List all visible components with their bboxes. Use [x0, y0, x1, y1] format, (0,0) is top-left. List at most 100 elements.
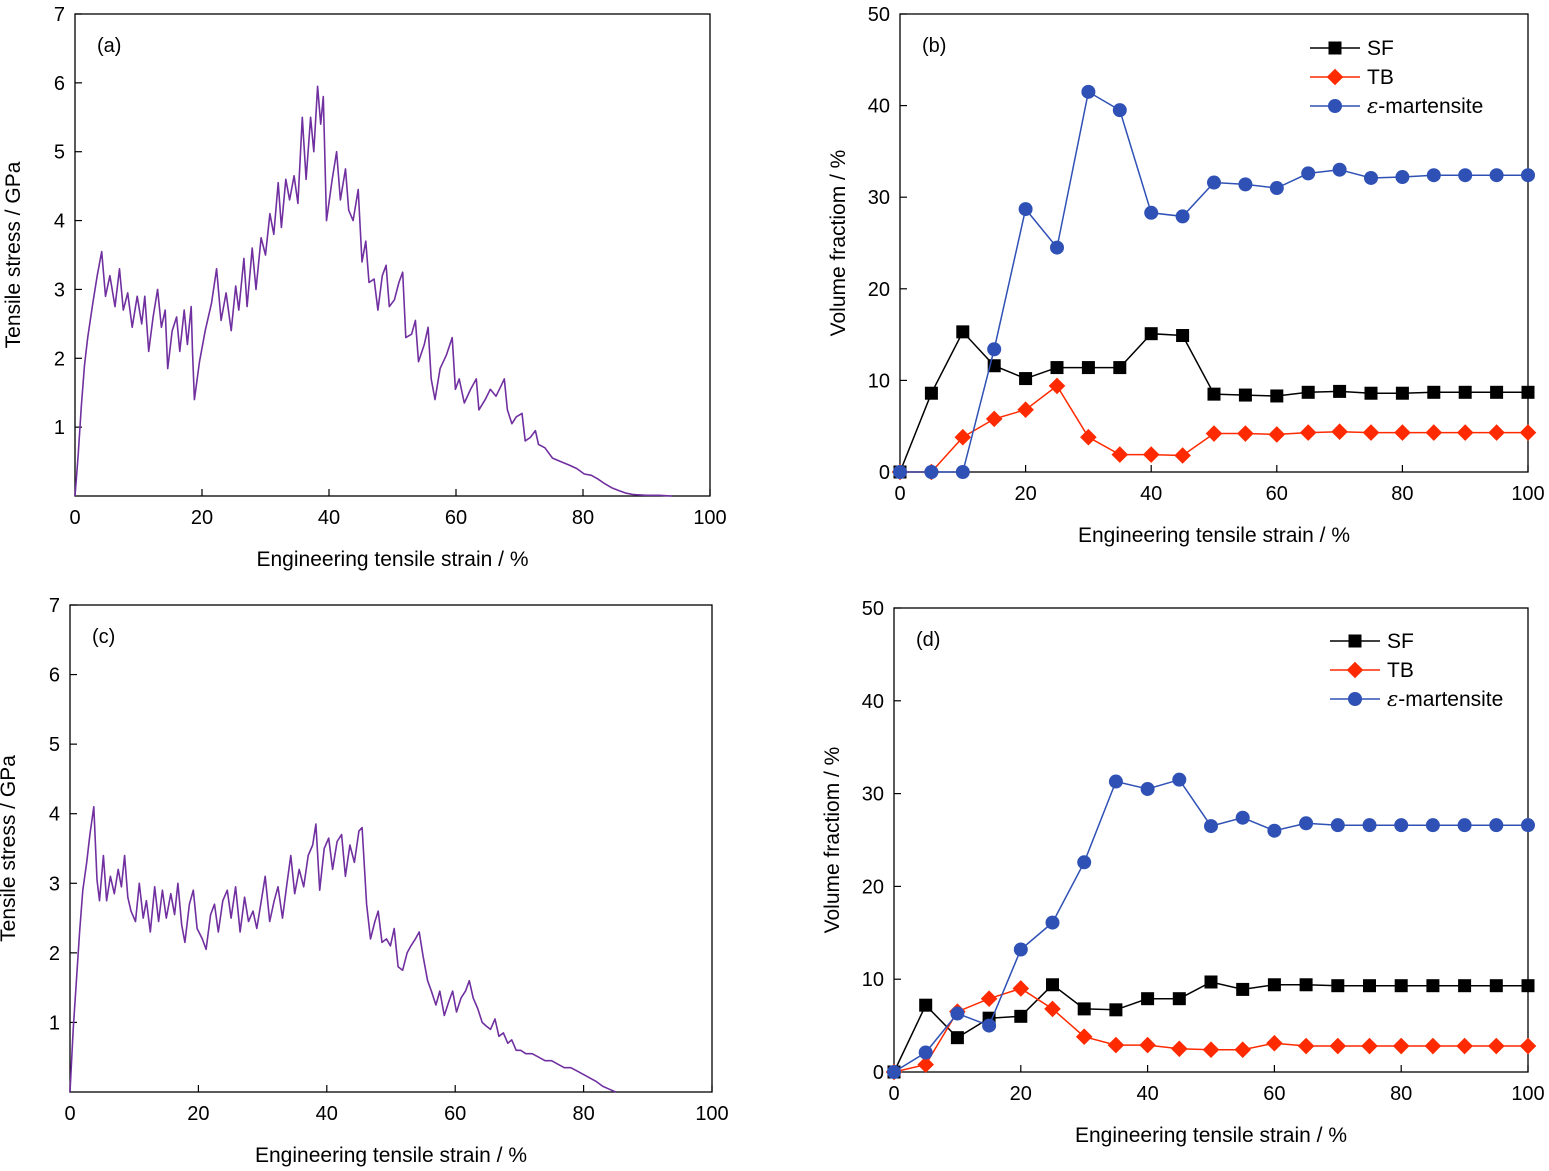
stress-strain-line — [74, 85, 672, 497]
legend-label: ε-martensite — [1387, 687, 1503, 711]
y-tick-label: 1 — [54, 417, 65, 439]
y-tick-label: 0 — [873, 1062, 884, 1084]
data-point — [1394, 424, 1411, 441]
x-tick-label: 60 — [445, 507, 467, 529]
data-point — [1519, 1037, 1537, 1055]
x-axis-label: Engineering tensile strain / % — [255, 1144, 527, 1167]
data-point — [1207, 175, 1221, 190]
data-point — [1267, 978, 1281, 992]
chart-b: 0 20 40 60 80 100 0 10 20 30 40 50 Engineering tensi… — [827, 4, 1545, 547]
data-point — [1046, 978, 1059, 992]
data-point — [1270, 389, 1284, 403]
data-point — [1044, 1000, 1061, 1018]
data-point — [1144, 205, 1159, 220]
data-point — [1141, 992, 1155, 1006]
data-point — [924, 386, 938, 400]
series-1 — [885, 980, 1537, 1081]
data-point — [1392, 1037, 1410, 1055]
data-point — [950, 1006, 965, 1021]
data-point — [1299, 816, 1314, 831]
y-tick-label: 4 — [54, 211, 65, 233]
x-tick-label: 0 — [64, 1103, 75, 1125]
x-tick-label: 80 — [572, 1103, 594, 1125]
data-point — [987, 342, 1002, 357]
y-tick-label: 50 — [862, 598, 884, 620]
legend-label: SF — [1387, 630, 1414, 653]
data-point — [1050, 361, 1064, 375]
data-point — [1394, 979, 1408, 993]
data-point — [1458, 979, 1472, 993]
data-point — [1050, 240, 1064, 255]
data-point — [1108, 774, 1123, 789]
y-tick-label: 20 — [862, 876, 884, 898]
data-point — [1425, 818, 1440, 833]
data-point — [955, 465, 970, 479]
y-tick-label: 10 — [868, 370, 890, 392]
legend-name: -martensite — [1398, 688, 1503, 711]
y-tick-label: 5 — [54, 142, 65, 164]
series-2 — [887, 772, 1535, 1079]
panel-label: (b) — [922, 35, 946, 57]
data-point — [1490, 385, 1504, 399]
data-point — [918, 1045, 933, 1060]
data-point — [1266, 1034, 1283, 1052]
data-point — [1394, 818, 1409, 833]
panel-label: (c) — [92, 626, 115, 648]
legend-item: ε-martensite — [1310, 94, 1483, 118]
data-point — [1395, 386, 1409, 400]
legend-marker — [1348, 692, 1362, 706]
data-point — [1174, 447, 1191, 464]
data-point — [1268, 426, 1286, 443]
data-point — [1329, 1037, 1347, 1055]
y-tick-label: 7 — [54, 4, 65, 26]
data-point — [1081, 361, 1095, 375]
data-point — [1456, 424, 1474, 441]
data-point — [1362, 818, 1377, 833]
legend-marker — [1326, 68, 1344, 86]
x-tick-label: 40 — [1140, 483, 1162, 505]
x-tick-label: 20 — [1014, 483, 1036, 505]
data-point — [1048, 377, 1066, 395]
x-axis-label: Engineering tensile strain / % — [1075, 1124, 1347, 1147]
x-tick-label: 100 — [695, 1103, 728, 1125]
x-tick-label: 100 — [1511, 483, 1544, 505]
data-point — [1363, 979, 1376, 993]
data-point — [1139, 1036, 1156, 1054]
y-tick-label: 20 — [868, 279, 890, 301]
data-point — [1456, 1037, 1473, 1055]
data-point — [1238, 177, 1253, 192]
data-point — [1333, 384, 1347, 398]
legend-item: SF — [1330, 630, 1414, 653]
data-point — [1013, 942, 1028, 957]
data-point — [1045, 915, 1060, 930]
x-tick-label: 100 — [693, 507, 726, 529]
data-point — [1361, 1037, 1378, 1055]
data-point — [1175, 209, 1190, 224]
data-point — [1332, 162, 1347, 177]
data-point — [1297, 1037, 1315, 1055]
data-point — [1205, 425, 1223, 442]
x-tick-label: 0 — [888, 1083, 899, 1105]
data-point — [1489, 168, 1504, 183]
legend-item: SF — [1310, 37, 1394, 60]
legend-item: TB — [1310, 66, 1394, 89]
data-point — [887, 1065, 901, 1079]
data-point — [1111, 446, 1129, 463]
y-tick-label: 3 — [49, 873, 60, 895]
data-point — [1017, 401, 1034, 419]
x-axis-label: Engineering tensile strain / % — [1078, 524, 1350, 547]
data-point — [1364, 170, 1378, 185]
plot-frame — [899, 13, 1529, 473]
data-point — [1269, 181, 1284, 196]
y-tick-label: 6 — [49, 665, 60, 687]
x-tick-label: 0 — [894, 483, 905, 505]
data-point — [1458, 385, 1472, 399]
data-point — [1521, 979, 1535, 993]
data-point — [1301, 166, 1316, 181]
y-axis-label: Tensile stress / GPa — [0, 755, 20, 942]
data-point — [1018, 202, 1033, 217]
data-point — [1234, 1041, 1251, 1059]
data-point — [950, 1031, 964, 1045]
y-tick-label: 3 — [54, 279, 65, 301]
